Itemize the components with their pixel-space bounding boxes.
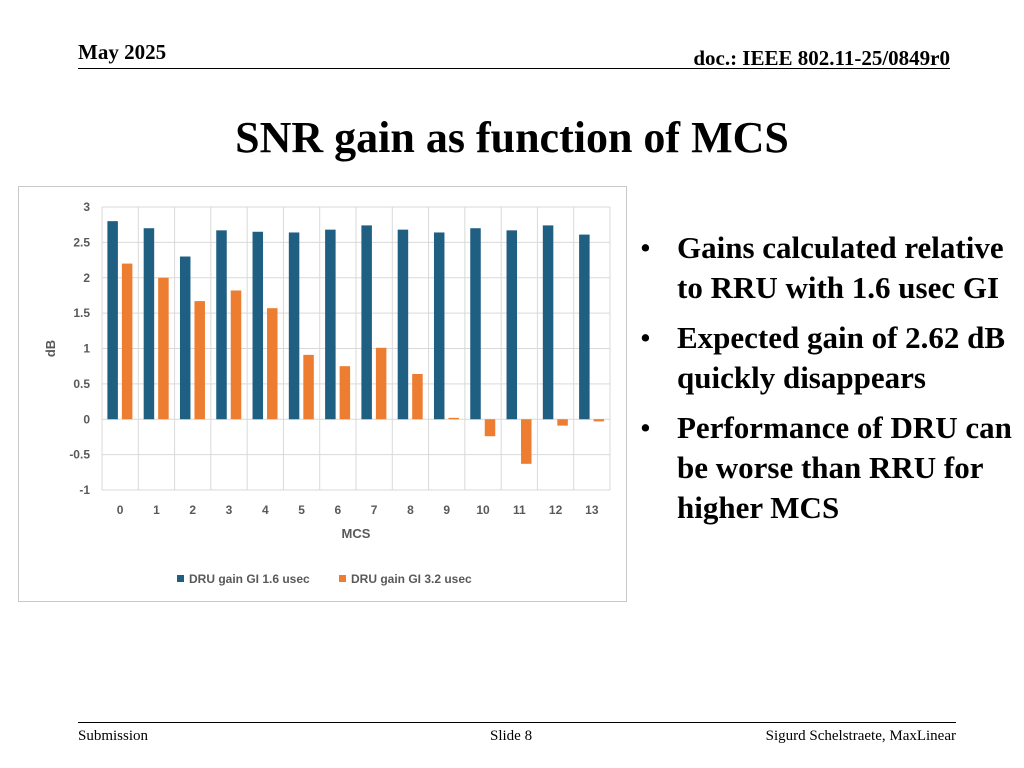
bar-gi32-mcs-7 bbox=[375, 347, 387, 420]
y-tick-label: 1 bbox=[83, 342, 90, 356]
bar-gi16-mcs-10 bbox=[470, 228, 481, 420]
x-tick-label: 10 bbox=[476, 503, 490, 517]
x-tick-label: 0 bbox=[117, 503, 124, 517]
y-tick-label: 2 bbox=[83, 271, 90, 285]
header-divider bbox=[78, 68, 950, 69]
bullet-text: Performance of DRU can be worse than RRU… bbox=[677, 410, 1012, 525]
bar-gi32-mcs-4 bbox=[267, 308, 278, 420]
bar-gi32-mcs-6 bbox=[339, 366, 351, 420]
y-tick-label: 0 bbox=[83, 412, 90, 426]
x-tick-label: 12 bbox=[549, 503, 563, 517]
x-tick-label: 6 bbox=[335, 503, 342, 517]
y-tick-label: 1.5 bbox=[73, 306, 90, 320]
bar-gi32-mcs-9 bbox=[448, 417, 459, 420]
bullet-list: • Gains calculated relative to RRU with 1… bbox=[640, 228, 1024, 538]
x-tick-label: 13 bbox=[585, 503, 599, 517]
bar-gi16-mcs-11 bbox=[506, 230, 518, 420]
bar-gi16-mcs-4 bbox=[252, 231, 264, 420]
bullet-dot: • bbox=[640, 230, 651, 265]
x-tick-label: 9 bbox=[443, 503, 450, 517]
y-tick-label: -0.5 bbox=[69, 448, 90, 462]
x-tick-label: 1 bbox=[153, 503, 160, 517]
slide-title: SNR gain as function of MCS bbox=[235, 113, 789, 162]
bullet-text: Gains calculated relative to RRU with 1.… bbox=[677, 230, 1004, 305]
x-tick-label: 3 bbox=[226, 503, 233, 517]
bullet-item: • Performance of DRU can be worse than RR… bbox=[640, 408, 1024, 528]
bar-gi32-mcs-0 bbox=[121, 263, 133, 420]
x-tick-label: 11 bbox=[513, 503, 526, 517]
bar-gi16-mcs-9 bbox=[433, 232, 445, 420]
y-tick-label: 2.5 bbox=[73, 235, 90, 249]
bar-gi16-mcs-8 bbox=[397, 229, 409, 420]
bar-gi16-mcs-1 bbox=[143, 228, 155, 420]
bar-gi16-mcs-0 bbox=[107, 221, 118, 420]
bar-gi32-mcs-12 bbox=[557, 419, 568, 426]
bar-gi32-mcs-11 bbox=[521, 419, 532, 464]
header-date: May 2025 bbox=[78, 40, 167, 64]
x-tick-label: 7 bbox=[371, 503, 378, 517]
bar-gi16-mcs-5 bbox=[288, 232, 300, 420]
x-tick-label: 8 bbox=[407, 503, 414, 517]
bullet-text: Expected gain of 2.62 dB quickly disappe… bbox=[677, 320, 1006, 395]
footer-slide-number: Slide 8 bbox=[490, 728, 533, 744]
y-axis-title: dB bbox=[43, 340, 58, 357]
y-tick-label: 0.5 bbox=[73, 377, 90, 391]
legend-swatch bbox=[177, 575, 184, 582]
bar-gi16-mcs-12 bbox=[542, 225, 554, 420]
bar-gi16-mcs-13 bbox=[579, 234, 590, 420]
bullet-dot: • bbox=[640, 320, 651, 355]
bullet-item: • Gains calculated relative to RRU with 1… bbox=[640, 228, 1024, 308]
bar-gi32-mcs-3 bbox=[230, 290, 242, 420]
x-tick-label: 4 bbox=[262, 503, 269, 517]
y-tick-label: 3 bbox=[83, 200, 90, 214]
bullet-dot: • bbox=[640, 410, 651, 445]
bar-gi32-mcs-1 bbox=[158, 277, 169, 420]
x-tick-label: 5 bbox=[298, 503, 305, 517]
bar-gi32-mcs-10 bbox=[484, 419, 496, 437]
footer-left: Submission bbox=[78, 728, 149, 744]
bullet-item: • Expected gain of 2.62 dB quickly disapp… bbox=[640, 318, 1024, 398]
header-doc-id: doc.: IEEE 802.11-25/0849r0 bbox=[693, 46, 950, 70]
bar-gi16-mcs-2 bbox=[179, 256, 191, 420]
bar-gi32-mcs-13 bbox=[593, 419, 605, 422]
bar-gi32-mcs-5 bbox=[303, 354, 314, 420]
footer-divider bbox=[78, 722, 956, 723]
chart-container: 3 2.5 2 1.5 1 0.5 0 -0.5 -1 dB 0 1 2 3 4 5 6 7 8 9 10 11 12 13 M… bbox=[18, 186, 627, 602]
bar-gi32-mcs-8 bbox=[412, 373, 423, 420]
bar-gi16-mcs-6 bbox=[325, 229, 336, 420]
legend-swatch bbox=[339, 575, 346, 582]
x-tick-label: 2 bbox=[189, 503, 196, 517]
y-tick-label: -1 bbox=[79, 483, 90, 497]
legend-label: DRU gain GI 3.2 usec bbox=[351, 572, 472, 586]
bar-gi32-mcs-2 bbox=[194, 301, 205, 420]
footer-author: Sigurd Schelstraete, MaxLinear bbox=[765, 728, 956, 744]
bar-gi16-mcs-3 bbox=[216, 230, 227, 420]
x-axis-title: MCS bbox=[342, 526, 371, 541]
legend-label: DRU gain GI 1.6 usec bbox=[189, 572, 310, 586]
bar-gi16-mcs-7 bbox=[361, 225, 372, 420]
